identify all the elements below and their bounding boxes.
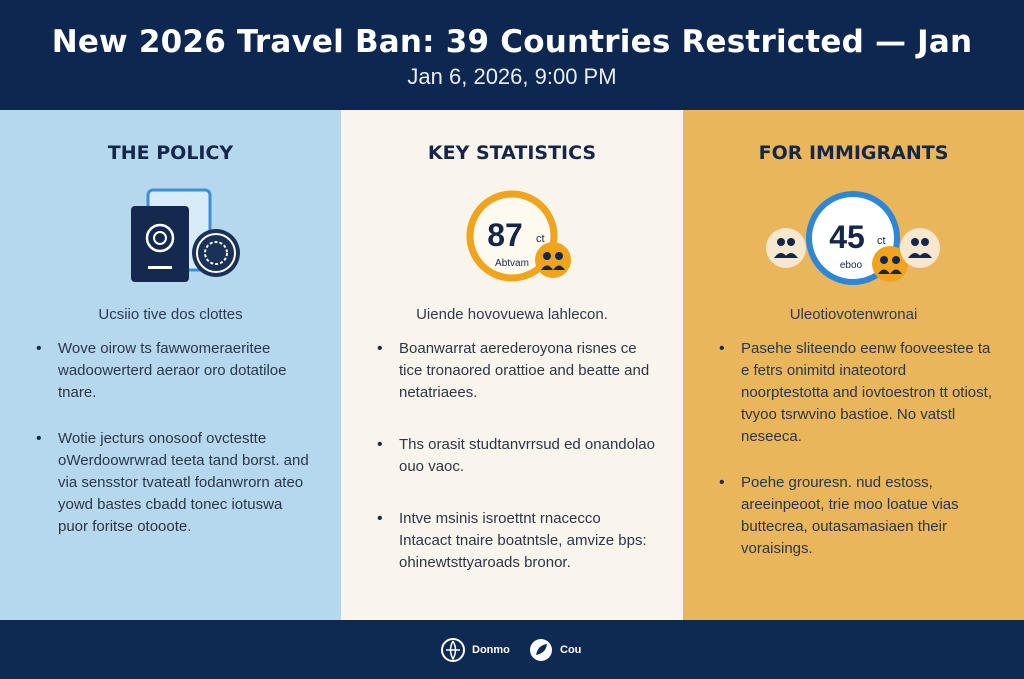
person-left-icon bbox=[766, 228, 806, 268]
statistics-heading: KEY STATISTICS bbox=[427, 142, 597, 164]
list-item: Poehe grouresn. nud estoss, areeinpeoot,… bbox=[719, 472, 996, 560]
page-title: New 2026 Travel Ban: 39 Countries Restri… bbox=[51, 24, 973, 60]
stat-suffix: ct bbox=[877, 235, 886, 247]
list-item: Wotie jecturs onosoof ovctestte oWerdoow… bbox=[36, 428, 313, 538]
stat-value: 87 bbox=[487, 217, 523, 253]
list-item: Ths orasit studtanvrrsud ed onandolao ou… bbox=[377, 434, 655, 478]
footer-bar: Donmo Cou bbox=[0, 620, 1024, 679]
immigrants-subtitle: Uleotiovotenwronai bbox=[789, 306, 918, 323]
immigrants-column: FOR IMMIGRANTS 45 ct eboo bbox=[683, 110, 1024, 620]
stat-illustration: 87 ct Abtvam bbox=[341, 186, 683, 296]
stat-caption: eboo bbox=[840, 260, 863, 271]
passport-icon bbox=[131, 188, 212, 282]
immigrants-illustration: 45 ct eboo bbox=[683, 186, 1024, 296]
immigrants-heading: FOR IMMIGRANTS bbox=[758, 142, 949, 164]
policy-column: THE POLICY Ucsiio tive dos clottes Wove … bbox=[0, 110, 341, 620]
footer-logo-2[interactable]: Cou bbox=[528, 637, 581, 663]
people-badge-icon bbox=[872, 246, 908, 282]
immigrants-bullets: Pasehe sliteendo eenw fooveestee ta e fe… bbox=[719, 338, 996, 584]
stamp-icon bbox=[192, 229, 240, 277]
statistics-subtitle: Uiende hovovuewa lahlecon. bbox=[416, 306, 608, 323]
header-bar: New 2026 Travel Ban: 39 Countries Restri… bbox=[0, 0, 1024, 110]
policy-bullets: Wove oirow ts fawwomeraeritee wadoowerte… bbox=[36, 338, 313, 562]
person-right-icon bbox=[900, 228, 940, 268]
stat-ring bbox=[466, 190, 558, 282]
stat-caption: Abtvam bbox=[495, 258, 529, 269]
footer-logo-1[interactable]: Donmo bbox=[440, 637, 510, 663]
footer-label-2: Cou bbox=[560, 644, 582, 656]
policy-heading: THE POLICY bbox=[107, 142, 234, 164]
stat-value: 45 bbox=[829, 219, 865, 255]
globe-icon bbox=[441, 638, 465, 662]
list-item: Wove oirow ts fawwomeraeritee wadoowerte… bbox=[36, 338, 313, 404]
footer-label-1: Donmo bbox=[472, 644, 510, 656]
statistics-column: KEY STATISTICS 87 ct Abtvam Uiende hovov… bbox=[341, 110, 683, 620]
people-badge-icon bbox=[535, 242, 571, 278]
passport-illustration bbox=[0, 186, 341, 296]
list-item: Intve msinis isroettnt rnacecco Intacact… bbox=[377, 508, 655, 574]
list-item: Boanwarrat aerederoyona risnes ce tice t… bbox=[377, 338, 655, 404]
stat-suffix: ct bbox=[536, 233, 545, 245]
leaf-icon bbox=[530, 639, 552, 661]
policy-subtitle: Ucsiio tive dos clottes bbox=[98, 306, 243, 323]
list-item: Pasehe sliteendo eenw fooveestee ta e fe… bbox=[719, 338, 996, 448]
publish-date: Jan 6, 2026, 9:00 PM bbox=[407, 64, 617, 89]
statistics-bullets: Boanwarrat aerederoyona risnes ce tice t… bbox=[377, 338, 655, 604]
